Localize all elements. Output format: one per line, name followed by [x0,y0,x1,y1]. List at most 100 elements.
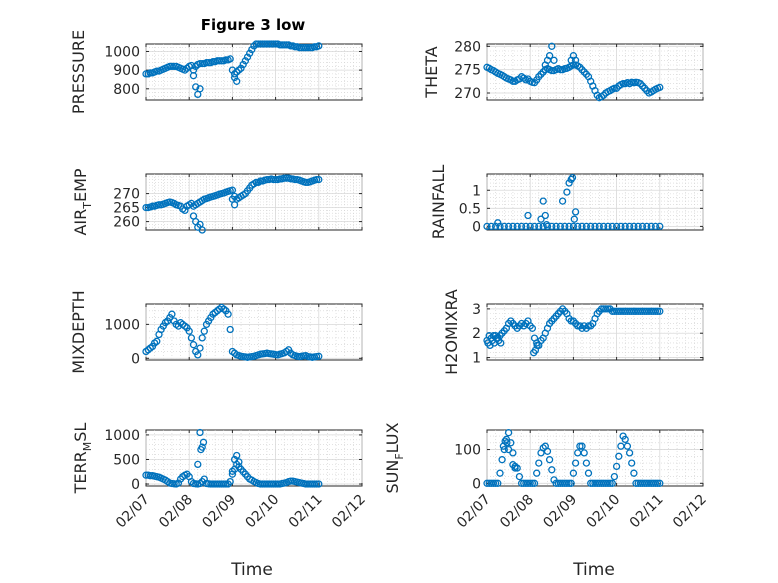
data-point [153,67,161,75]
panel-points [142,40,323,99]
panel-h2omixra: 1 2 3 H2OMIXRA [442,289,704,375]
data-point [233,451,241,460]
data-point [491,222,500,231]
data-point [222,56,230,64]
data-point [220,480,228,488]
data-point [565,179,573,187]
data-point [230,70,239,78]
data-point [187,334,196,342]
panel-points [142,428,323,488]
y-tick-label: 900 [113,63,140,79]
panel-points [142,303,323,361]
panel-grid [486,304,704,360]
data-point [565,479,573,487]
data-point [574,222,582,231]
y-axis-label: PRESSURE [69,30,88,114]
panel-points [483,42,664,102]
data-point [310,43,319,51]
data-point [235,66,243,74]
data-point [194,351,202,359]
data-point [647,222,655,231]
data-point [591,222,599,231]
panel-ticks: 270 275 280 [454,39,704,102]
data-point [500,222,508,231]
data-point [569,469,578,477]
panel-ticks: 800 900 1000 [104,44,363,100]
data-point [491,479,500,487]
data-point [226,325,234,334]
data-point [291,175,299,184]
data-point [610,472,619,481]
y-tick-label: 280 [454,39,481,55]
data-point [565,222,573,231]
data-point [615,452,623,460]
panel-frame [486,43,704,101]
data-point [567,479,575,487]
data-point [543,447,552,455]
x-tick-label: 02/11 [286,492,326,532]
data-point [504,222,513,231]
x-tick-label: 02/07 [454,492,494,532]
data-point [233,77,241,85]
data-point [226,55,234,63]
data-point [548,42,556,50]
data-point [252,178,260,187]
panel-frame [486,429,704,487]
x-tick-label: 02/12 [670,492,710,532]
data-point [550,56,558,64]
data-point [535,222,543,231]
data-point [489,479,498,487]
data-point [198,334,206,342]
x-tick-label: 02/12 [329,492,369,532]
data-point [185,327,193,335]
data-point [224,310,232,318]
data-point [653,307,662,315]
data-point [587,222,595,231]
data-point [192,83,200,91]
x-tick-label: 02/08 [497,492,537,532]
data-point [501,437,509,445]
data-point [315,42,323,50]
panel-rainfall: 0 0.5 1 RAINFALL [429,165,704,239]
data-point [582,459,591,467]
panel-grid [145,174,363,230]
data-point [617,222,625,231]
data-point [503,439,511,447]
data-point [595,222,603,231]
data-point [310,480,319,488]
y-tick-label: 1000 [104,428,140,444]
data-point [496,222,504,231]
x-tick-label: 02/09 [540,492,580,532]
data-point [241,57,250,65]
data-point [498,456,506,464]
panel-grid [486,44,704,100]
data-point [533,341,541,350]
data-point [533,469,541,477]
data-point [494,479,502,487]
data-point [545,456,554,464]
data-point [230,201,239,209]
data-point [634,222,642,231]
data-point [542,220,551,229]
x-tick-label: 02/08 [156,492,196,532]
data-point [541,211,549,220]
x-axis-label: Time [572,560,615,580]
y-tick-label: 800 [113,82,140,98]
data-point [638,222,647,231]
data-point [181,206,189,215]
data-point [651,307,660,315]
data-point [153,337,161,345]
data-point [496,469,504,477]
data-point [563,479,571,487]
y-tick-label: 3 [472,302,481,318]
data-point [604,479,612,487]
data-point [653,479,662,487]
y-tick-label: 270 [113,187,140,203]
data-point [608,222,616,231]
data-point [494,219,502,227]
data-point [604,222,612,231]
data-point [230,73,239,82]
data-point [656,307,664,315]
data-point [651,479,660,487]
